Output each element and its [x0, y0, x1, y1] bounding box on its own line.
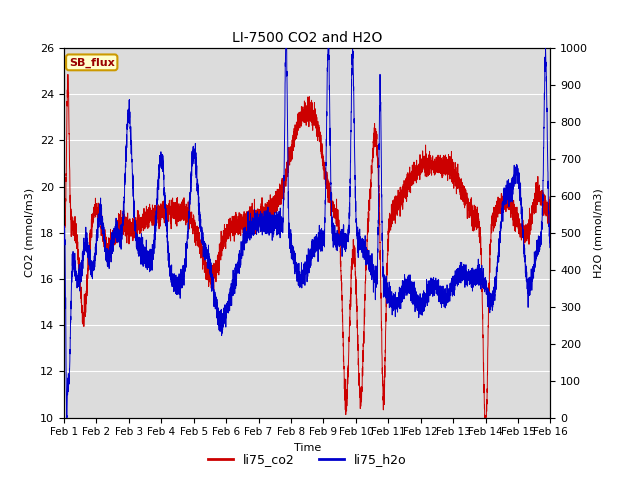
Title: LI-7500 CO2 and H2O: LI-7500 CO2 and H2O [232, 32, 382, 46]
Legend: li75_co2, li75_h2o: li75_co2, li75_h2o [202, 448, 412, 471]
Y-axis label: CO2 (mmol/m3): CO2 (mmol/m3) [24, 188, 35, 277]
Y-axis label: H2O (mmol/m3): H2O (mmol/m3) [594, 188, 604, 277]
Text: SB_flux: SB_flux [69, 57, 115, 68]
X-axis label: Time: Time [294, 443, 321, 453]
